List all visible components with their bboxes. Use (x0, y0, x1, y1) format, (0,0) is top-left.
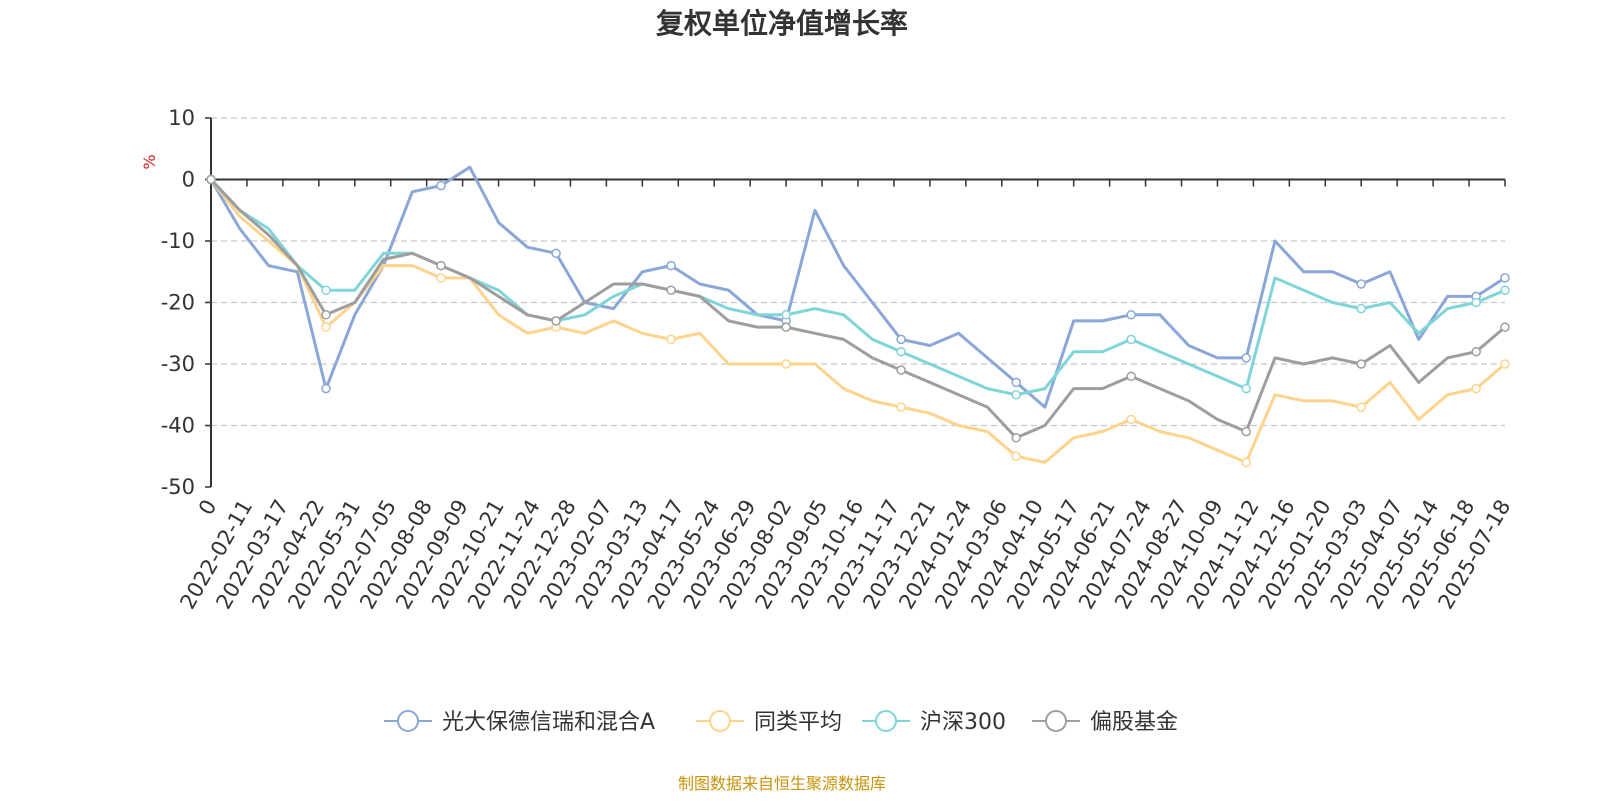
data-point[interactable] (1011, 451, 1021, 462)
data-point[interactable] (1126, 371, 1136, 382)
data-point[interactable] (436, 273, 446, 283)
y-axis-label: % (140, 154, 159, 169)
data-point[interactable] (666, 285, 676, 295)
data-point[interactable] (896, 402, 906, 412)
axes: 100-10-20-30-40-5002022-02-112022-03-172… (161, 106, 1516, 613)
data-point[interactable] (206, 174, 216, 185)
data-point[interactable] (321, 310, 331, 320)
data-point[interactable] (1011, 377, 1021, 388)
legend-item[interactable]: 光大保德信瑞和混合A (384, 710, 655, 735)
series-1[interactable] (206, 174, 1510, 468)
gridlines (211, 117, 1505, 427)
series-line[interactable] (209, 178, 1506, 464)
data-point[interactable] (321, 285, 331, 295)
legend-item[interactable]: 同类平均 (696, 710, 842, 735)
data-point[interactable] (1126, 310, 1136, 320)
legend-label: 沪深300 (920, 710, 1006, 735)
y-tick-label: -10 (161, 229, 195, 253)
legend-marker (1045, 710, 1067, 732)
y-tick-label: 0 (182, 168, 195, 192)
series-line[interactable] (209, 178, 1506, 440)
series-2[interactable] (206, 174, 1510, 400)
data-point[interactable] (1241, 426, 1251, 437)
data-point[interactable] (436, 260, 446, 271)
data-point[interactable] (1356, 359, 1366, 369)
data-point[interactable] (896, 365, 906, 375)
y-tick-label: 10 (168, 106, 195, 130)
y-tick-label: -50 (161, 475, 195, 499)
series-3[interactable] (206, 174, 1510, 443)
legend-item[interactable]: 偏股基金 (1032, 710, 1178, 735)
data-point[interactable] (781, 359, 791, 369)
legend-marker (397, 710, 419, 732)
legend-marker (875, 710, 897, 732)
y-tick-label: -20 (161, 291, 195, 315)
data-point[interactable] (666, 334, 676, 345)
data-point[interactable] (1356, 303, 1366, 314)
data-point[interactable] (1241, 457, 1251, 468)
data-point[interactable] (781, 322, 791, 332)
data-point[interactable] (1356, 279, 1366, 289)
data-point[interactable] (1471, 383, 1481, 394)
legend[interactable]: 光大保德信瑞和混合A 同类平均 沪深300 偏股基金 (384, 710, 1178, 735)
data-point[interactable] (1471, 297, 1481, 308)
y-tick-label: -30 (161, 352, 195, 376)
data-point[interactable] (1126, 334, 1136, 345)
data-point[interactable] (1126, 414, 1136, 425)
data-point[interactable] (551, 248, 561, 259)
data-point[interactable] (1011, 433, 1021, 443)
data-point[interactable] (781, 310, 791, 320)
legend-label: 光大保德信瑞和混合A (442, 710, 655, 735)
data-point[interactable] (1011, 390, 1021, 400)
legend-label: 偏股基金 (1090, 710, 1178, 735)
data-point[interactable] (1241, 383, 1251, 394)
legend-item[interactable]: 沪深300 (862, 710, 1006, 735)
source-note: 制图数据来自恒生聚源数据库 (678, 774, 886, 793)
data-point[interactable] (1500, 273, 1510, 283)
data-point[interactable] (1500, 322, 1510, 332)
x-tick-label: 0 (194, 496, 221, 520)
series-0[interactable] (206, 165, 1510, 409)
data-point[interactable] (1500, 359, 1510, 369)
series-lines (206, 165, 1510, 468)
legend-label: 同类平均 (754, 710, 842, 735)
data-point[interactable] (666, 260, 676, 271)
data-point[interactable] (896, 334, 906, 345)
data-point[interactable] (321, 322, 331, 332)
data-point[interactable] (1471, 346, 1481, 357)
data-point[interactable] (1500, 285, 1510, 295)
series-line[interactable] (209, 165, 1506, 409)
y-tick-label: -40 (161, 414, 195, 438)
data-point[interactable] (1241, 353, 1251, 363)
data-point[interactable] (321, 383, 331, 394)
data-point[interactable] (551, 316, 561, 326)
chart-title: 复权单位净值增长率 (656, 7, 908, 40)
data-point[interactable] (896, 346, 906, 357)
data-point[interactable] (1356, 402, 1366, 412)
legend-marker (709, 710, 731, 732)
data-point[interactable] (436, 180, 446, 191)
